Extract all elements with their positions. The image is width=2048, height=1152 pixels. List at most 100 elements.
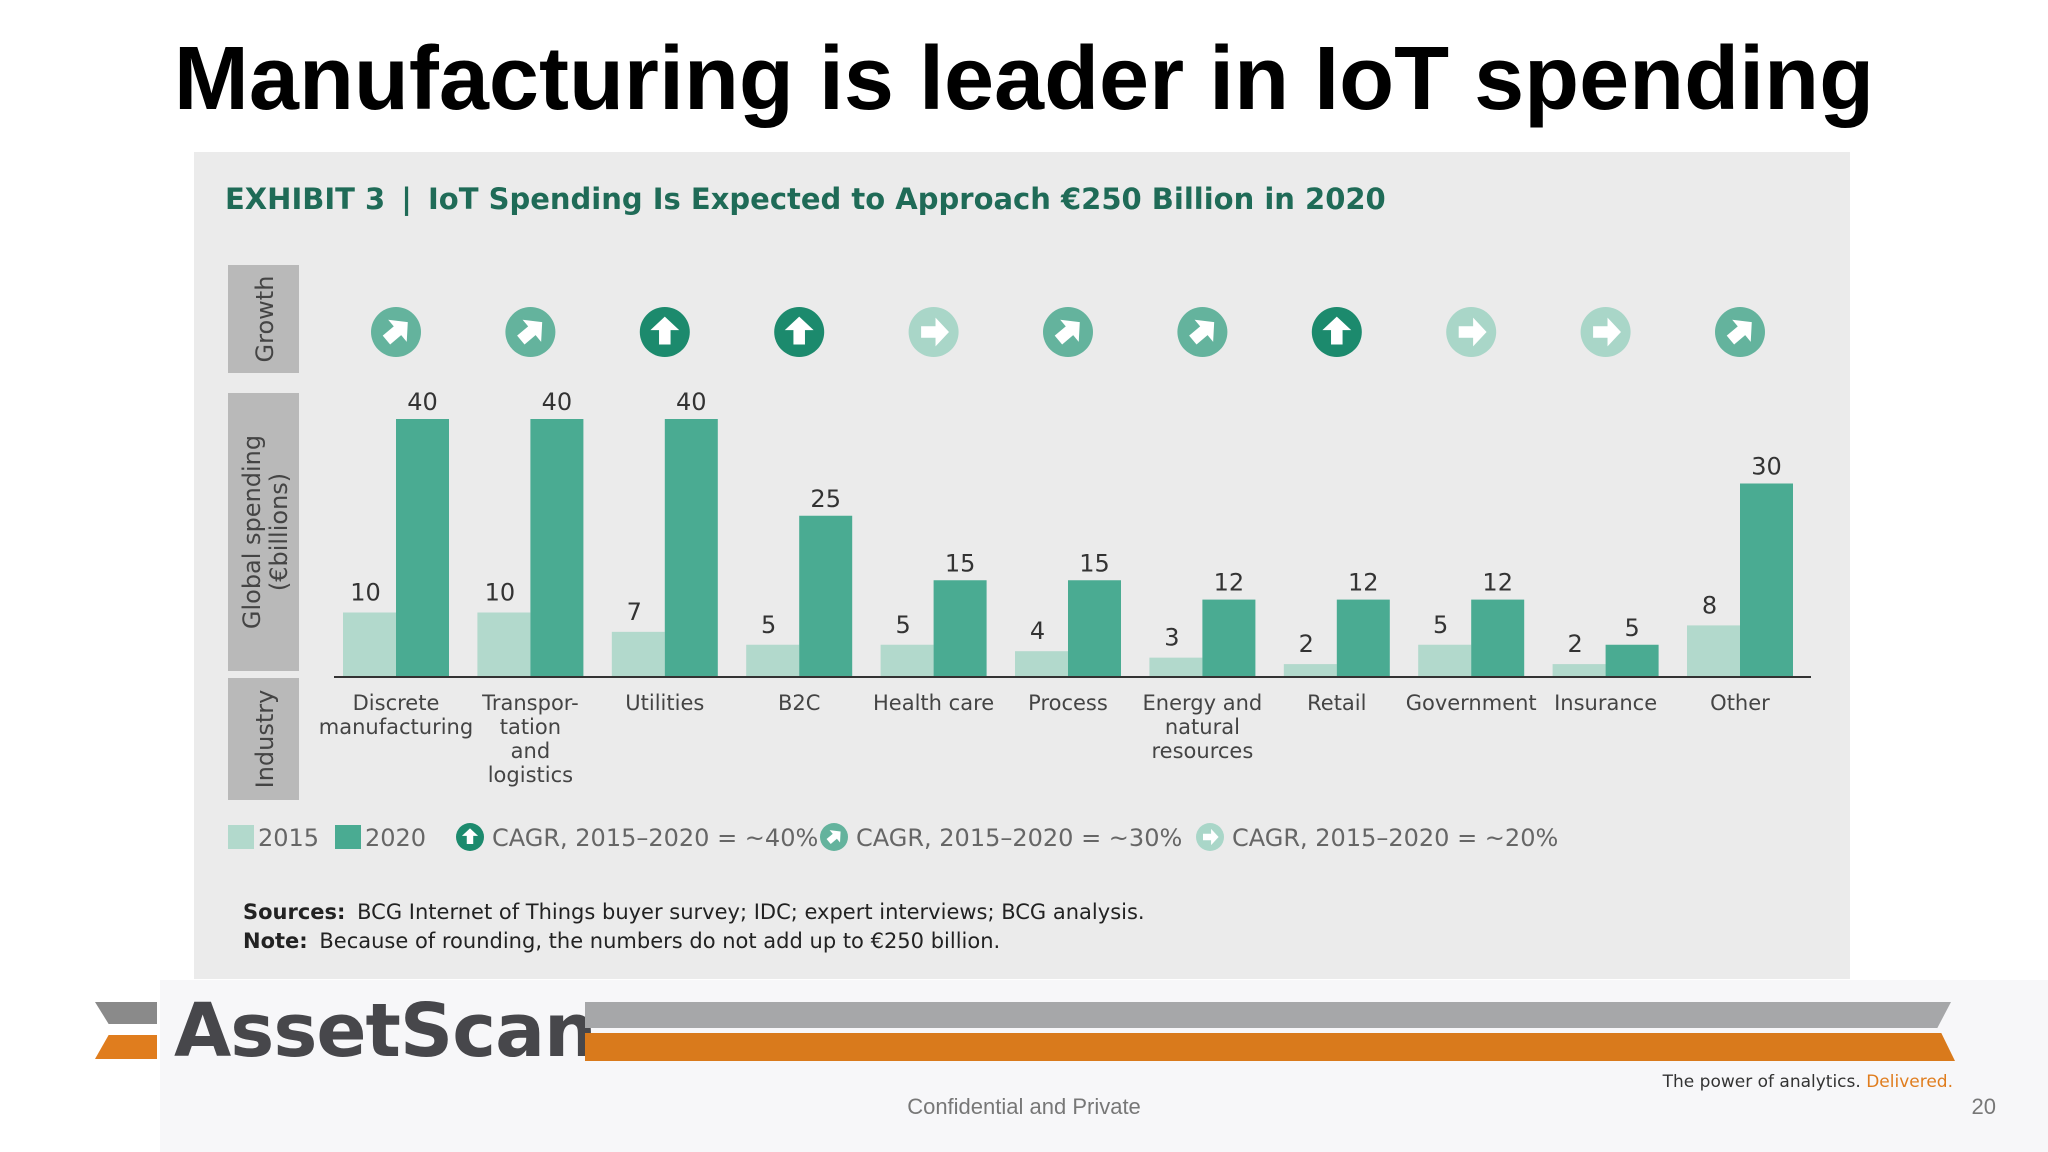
bar-2015-4 — [880, 644, 934, 677]
growth-icon-1 — [505, 307, 556, 357]
note-text: Because of rounding, the numbers do not … — [319, 929, 1000, 953]
value-label-2015-4: 5 — [895, 611, 910, 639]
category-label-4: Health care — [873, 691, 994, 715]
legend-right-arrow-icon — [1196, 823, 1224, 851]
page-number: 20 — [1971, 1094, 1996, 1119]
growth-icon-4 — [908, 307, 959, 357]
growth-icon-2 — [639, 307, 690, 357]
spending-row-label-2: (€billions) — [265, 473, 293, 591]
legend-cagr-label-0: CAGR, 2015–2020 = ~40% — [492, 824, 818, 852]
svg-text:Note: Because of roundin: Note: Because of rounding, the numbers d… — [243, 929, 1000, 953]
value-label-2015-2: 7 — [627, 598, 642, 626]
bar-2020-9 — [1605, 644, 1659, 677]
industry-row-label-box — [228, 678, 299, 800]
category-label-8: Government — [1406, 691, 1537, 715]
spending-row-label-box — [228, 393, 299, 671]
legend-label-2015: 2015 — [258, 824, 319, 852]
logo-mark-top — [95, 1002, 157, 1024]
bar-2020-7 — [1336, 599, 1390, 677]
bar-2020-10 — [1740, 483, 1793, 677]
bar-2020-2 — [664, 419, 718, 677]
growth-icon-10 — [1715, 307, 1765, 357]
category-label-3: B2C — [778, 691, 820, 715]
growth-icon-0 — [371, 307, 421, 357]
value-label-2015-9: 2 — [1567, 630, 1582, 658]
growth-icon-3 — [774, 307, 825, 357]
bar-2015-10 — [1687, 625, 1740, 677]
growth-icon-5 — [1043, 307, 1093, 357]
spending-row-label-1: Global spending — [238, 435, 266, 629]
brand-logo: AssetScan — [174, 988, 597, 1074]
bar-2015-6 — [1149, 657, 1203, 677]
value-label-2020-7: 12 — [1348, 569, 1379, 597]
iot-spending-chart: EXHIBIT 3 | IoT Spending Is Expected to … — [225, 182, 1811, 953]
legend-diagonal-arrow-icon — [820, 823, 848, 851]
value-label-2020-8: 12 — [1482, 569, 1513, 597]
value-label-2020-0: 40 — [407, 388, 438, 416]
brand-stripe-grey — [585, 1002, 1951, 1028]
exhibit-panel: EXHIBIT 3 | IoT Spending Is Expected to … — [194, 152, 1850, 979]
legend-swatch-2020 — [335, 825, 361, 849]
sources-label: Sources: — [243, 900, 345, 924]
svg-text:Sources: BCG Internet of: Sources: BCG Internet of Things buyer su… — [243, 900, 1145, 924]
bar-2020-4 — [933, 580, 987, 677]
bar-2020-3 — [799, 515, 853, 677]
bar-2015-1 — [477, 612, 531, 677]
tagline-text: The power of analytics. — [1662, 1072, 1861, 1092]
value-label-2015-5: 4 — [1030, 617, 1045, 645]
growth-row-label-box — [228, 265, 299, 373]
value-label-2020-1: 40 — [542, 388, 573, 416]
legend-up-arrow-icon — [456, 823, 484, 851]
growth-icon-6 — [1177, 307, 1228, 357]
value-label-2020-5: 15 — [1079, 549, 1110, 577]
category-label-1: Transpor-tation and logistics — [481, 691, 579, 787]
category-label-5: Process — [1028, 691, 1108, 715]
value-label-2015-7: 2 — [1299, 630, 1314, 658]
bar-2020-5 — [1068, 580, 1121, 677]
category-label-9: Insurance — [1554, 691, 1657, 715]
chart-legend: 2015 2020 CAGR, 2015–2020 = ~40% CAGR, 2015… — [228, 823, 1558, 852]
bar-2020-8 — [1471, 599, 1525, 677]
exhibit-separator: | — [401, 182, 412, 216]
industry-row-label: Industry — [251, 690, 279, 789]
category-label-2: Utilities — [625, 691, 704, 715]
value-label-2015-6: 3 — [1164, 624, 1179, 652]
growth-icon-8 — [1446, 307, 1497, 357]
value-label-2020-10: 30 — [1751, 453, 1782, 481]
bar-2020-6 — [1202, 599, 1256, 677]
bar-2015-2 — [611, 631, 665, 677]
category-label-0: Discrete manufacturing — [319, 691, 473, 739]
legend-cagr-label-2: CAGR, 2015–2020 = ~20% — [1232, 824, 1558, 852]
category-label-6: Energy and natural resources — [1143, 691, 1263, 763]
bar-2015-0 — [343, 612, 396, 677]
value-label-2020-6: 12 — [1214, 569, 1245, 597]
tagline-accent: Delivered. — [1866, 1072, 1953, 1092]
note-label: Note: — [243, 929, 308, 953]
growth-icon-9 — [1580, 307, 1631, 357]
value-label-2020-2: 40 — [676, 388, 707, 416]
legend-cagr-label-1: CAGR, 2015–2020 = ~30% — [856, 824, 1182, 852]
value-label-2015-3: 5 — [761, 611, 776, 639]
svg-text:EXHIBIT 3 | IoT Sp: EXHIBIT 3 | IoT Spending Is Expected to … — [225, 182, 1386, 216]
value-label-2020-4: 15 — [945, 549, 976, 577]
bar-2020-0 — [396, 419, 449, 677]
slide-title: Manufacturing is leader in IoT spending — [173, 29, 1875, 129]
bar-2015-8 — [1418, 644, 1472, 677]
growth-icon-7 — [1311, 307, 1362, 357]
bar-2015-5 — [1015, 651, 1068, 677]
value-label-2015-0: 10 — [350, 579, 381, 607]
bar-2015-9 — [1552, 664, 1606, 677]
confidential-notice: Confidential and Private — [907, 1094, 1141, 1119]
legend-label-2020: 2020 — [365, 824, 426, 852]
category-label-10: Other — [1710, 691, 1770, 715]
growth-row-label: Growth — [251, 276, 279, 363]
exhibit-title: IoT Spending Is Expected to Approach €25… — [428, 182, 1386, 216]
value-label-2015-8: 5 — [1433, 611, 1448, 639]
value-label-2020-3: 25 — [810, 485, 841, 513]
bar-2015-7 — [1283, 664, 1337, 677]
bar-2020-1 — [530, 419, 584, 677]
sources-text: BCG Internet of Things buyer survey; IDC… — [357, 900, 1144, 924]
legend-swatch-2015 — [228, 825, 254, 849]
